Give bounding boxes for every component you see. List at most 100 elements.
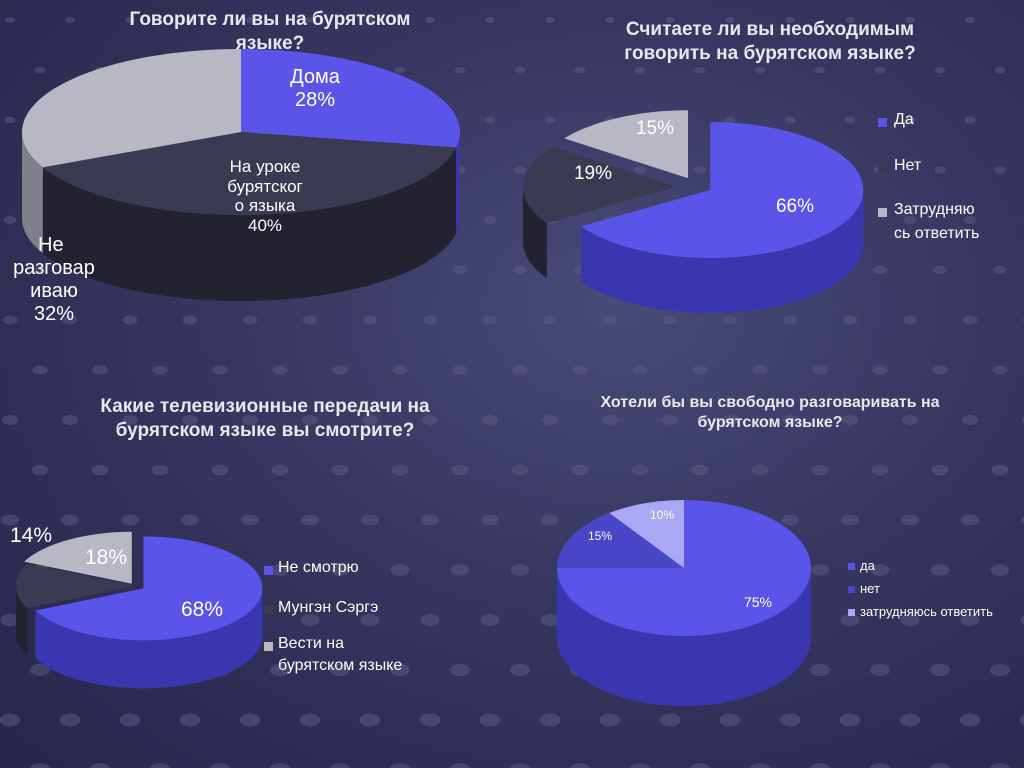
background-dot: [391, 464, 409, 476]
background-dot: [481, 514, 499, 526]
background-dot: [629, 763, 651, 768]
chart4-legend-no: нет: [860, 581, 880, 596]
background-dot: [451, 464, 469, 476]
background-dot: [421, 514, 439, 526]
background-dot: [91, 464, 109, 476]
background-dot: [779, 713, 801, 727]
background-dot: [510, 564, 530, 576]
background-dot: [784, 116, 796, 124]
background-dot: [59, 713, 81, 727]
chart4-title: Хотели бы вы свободно разговаривать на б…: [560, 393, 980, 433]
chart3-legend-swatch-none: [264, 566, 273, 575]
background-dot: [302, 415, 318, 425]
background-dot: [540, 614, 560, 626]
chart4-legend: да нет затрудняюсь ответить: [848, 558, 1018, 628]
background-dot: [149, 763, 171, 768]
background-dot: [542, 315, 558, 325]
background-dot: [900, 614, 920, 626]
background-dot: [482, 415, 498, 425]
background-dot: [961, 514, 979, 526]
chart3-legend-vesti-l2: бурятском языке: [278, 657, 403, 674]
chart1-title-line2: языке?: [235, 32, 305, 54]
chart1-label-home: Дома 28%: [270, 66, 360, 112]
background-dot: [965, 17, 975, 23]
background-dot: [842, 415, 858, 425]
background-dot: [331, 464, 349, 476]
background-dot: [449, 763, 471, 768]
background-dot: [245, 17, 255, 23]
background-dot: [30, 663, 50, 677]
chart1-label-lesson-l2: бурятског: [227, 176, 303, 196]
background-dot: [991, 464, 1009, 476]
chart2-legend-swatch-yes: [878, 118, 887, 127]
background-dot: [62, 415, 78, 425]
background-dot: [181, 514, 199, 526]
background-dot: [483, 216, 497, 224]
background-dot: [812, 365, 828, 375]
background-dot: [632, 365, 648, 375]
background-dot: [689, 763, 711, 768]
background-dot: [725, 17, 735, 23]
background-dot: [722, 315, 738, 325]
chart3-slice-side-1: [16, 586, 28, 657]
chart4-legend-yes: да: [860, 558, 875, 573]
chart3-label-vesti: 18%: [84, 546, 128, 569]
background-dot: [301, 514, 319, 526]
chart4-label-unsure: 10%: [649, 508, 675, 522]
background-dot: [242, 315, 258, 325]
background-dot: [569, 763, 591, 768]
chart3-slice-0: [35, 536, 263, 641]
background-dot: [545, 17, 555, 23]
background-dot: [840, 614, 860, 626]
background-dot: [360, 614, 380, 626]
chart3-legend-swatch-mungen: [264, 606, 273, 615]
background-dot: [785, 17, 795, 23]
chart1-label-lesson: На уроке бурятског о языка 40%: [205, 157, 325, 235]
background-dot: [330, 663, 350, 677]
chart4-label-yes: 75%: [743, 594, 773, 610]
background-dot: [2, 415, 18, 425]
background-dot: [329, 763, 351, 768]
background-dot: [665, 17, 675, 23]
background-dot: [514, 166, 526, 174]
background-dot: [960, 614, 980, 626]
chart4-legend-swatch-no: [848, 586, 855, 593]
background-dot: [781, 514, 799, 526]
background-dot: [242, 415, 258, 425]
background-dot: [392, 365, 408, 375]
chart3-slice-side-0: [35, 588, 263, 689]
background-dot: [873, 265, 887, 275]
chart4-slice-side-0: [557, 568, 811, 706]
chart3-title-line1: Какие телевизионные передачи на: [100, 396, 430, 417]
background-dot: [390, 564, 410, 576]
background-dot: [842, 315, 858, 325]
background-dot: [510, 663, 530, 677]
background-dot: [269, 763, 291, 768]
chart3-label-none: 68%: [180, 598, 224, 621]
background-dot: [992, 365, 1008, 375]
background-dot: [930, 564, 950, 576]
background-dot: [479, 713, 501, 727]
chart1-label-none-l3: иваю: [30, 280, 78, 302]
background-dot: [482, 315, 498, 325]
chart2-legend-unsure-l2: сь ответить: [894, 225, 980, 242]
background-dot: [89, 763, 111, 768]
background-dot: [874, 66, 886, 74]
background-dot: [390, 663, 410, 677]
chart2-slice-0: [581, 121, 864, 258]
chart3-title-line2: бурятском языке вы смотрите?: [115, 419, 415, 441]
chart4-legend-unsure: затрудняюсь ответить: [860, 604, 993, 619]
background-dot: [602, 415, 618, 425]
background-dot: [450, 564, 470, 576]
background-dot: [485, 17, 495, 23]
background-dot: [964, 116, 976, 124]
chart3-legend: Не смотрю Мунгэн Сэргэ Вести на бурятско…: [264, 558, 444, 678]
background-dot: [845, 17, 855, 23]
background-dot: [362, 315, 378, 325]
background-dot: [574, 66, 586, 74]
chart3-legend-none: Не смотрю: [278, 559, 359, 576]
chart1-label-none: Не разговар иваю 32%: [0, 234, 108, 326]
background-dot: [119, 713, 141, 727]
background-dot: [422, 315, 438, 325]
background-dot: [754, 66, 766, 74]
